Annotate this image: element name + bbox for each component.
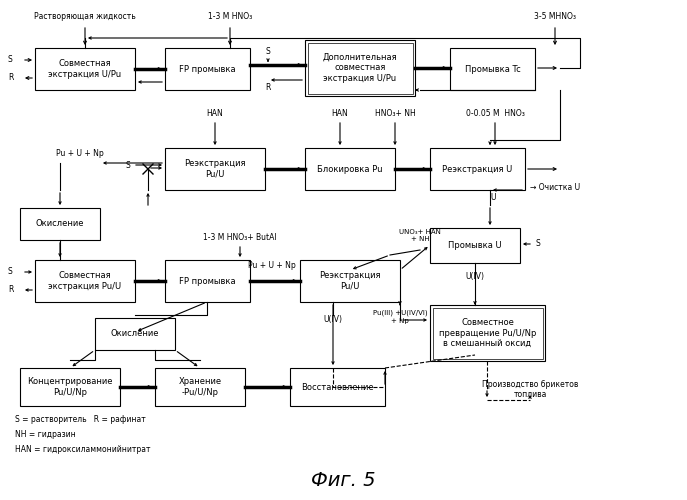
Text: S: S	[8, 56, 13, 64]
Text: HNO₃+ NH: HNO₃+ NH	[374, 109, 416, 118]
Text: HAN = гидроксиламмонийнитрат: HAN = гидроксиламмонийнитрат	[15, 445, 150, 454]
Bar	[165, 148, 265, 190]
Text: S: S	[125, 160, 130, 170]
Text: → Очистка U: → Очистка U	[530, 184, 580, 192]
Bar	[165, 48, 250, 90]
Text: R: R	[8, 74, 13, 82]
Bar	[165, 260, 250, 302]
Text: R: R	[265, 82, 271, 92]
Text: Хранение
-Pu/U/Np: Хранение -Pu/U/Np	[179, 378, 222, 396]
Text: FP промывка: FP промывка	[179, 64, 236, 74]
Bar	[430, 228, 520, 263]
Text: NH = гидразин: NH = гидразин	[15, 430, 76, 439]
Text: 1-3 М HNO₃: 1-3 М HNO₃	[208, 12, 252, 21]
Text: S = растворитель   R = рафинат: S = растворитель R = рафинат	[15, 415, 146, 424]
Text: Pu(III) +U(IV/VI)
+ Np: Pu(III) +U(IV/VI) + Np	[372, 310, 427, 324]
Text: Промывка U: Промывка U	[448, 241, 502, 250]
Bar	[155, 368, 245, 406]
Text: S: S	[535, 240, 540, 248]
Text: Производство брикетов
топлива: Производство брикетов топлива	[482, 380, 578, 400]
Text: U: U	[490, 194, 495, 202]
Text: Окисление: Окисление	[36, 220, 85, 228]
Text: Совместная
экстракция Pu/U: Совместная экстракция Pu/U	[49, 272, 122, 290]
Bar	[430, 148, 525, 190]
Text: Блокировка Pu: Блокировка Pu	[317, 164, 383, 173]
Bar	[305, 40, 415, 96]
Bar	[308, 42, 412, 94]
Bar	[430, 305, 545, 361]
Text: Дополнительная
совместная
экстракция U/Pu: Дополнительная совместная экстракция U/P…	[323, 53, 397, 83]
Bar	[35, 48, 135, 90]
Text: FP промывка: FP промывка	[179, 276, 236, 285]
Bar	[20, 208, 100, 240]
Bar	[305, 148, 395, 190]
Bar	[433, 308, 543, 358]
Text: S: S	[8, 268, 13, 276]
Bar	[35, 260, 135, 302]
Text: R: R	[8, 286, 13, 294]
Bar	[20, 368, 120, 406]
Bar	[300, 260, 400, 302]
Bar	[450, 48, 535, 90]
Text: Фиг. 5: Фиг. 5	[311, 471, 376, 490]
Text: U(IV): U(IV)	[466, 272, 484, 281]
Text: Растворяющая жидкость: Растворяющая жидкость	[34, 12, 136, 21]
Text: Реэкстракция
Pu/U: Реэкстракция Pu/U	[319, 272, 381, 290]
Text: Совместное
превращение Pu/U/Np
в смешанный оксид: Совместное превращение Pu/U/Np в смешанн…	[439, 318, 536, 348]
Text: HAN: HAN	[332, 109, 348, 118]
Text: 3-5 МHNO₃: 3-5 МHNO₃	[534, 12, 576, 21]
Bar	[290, 368, 385, 406]
Text: Восстановление: Восстановление	[301, 382, 374, 392]
Text: 1-3 М HNO₃+ ButAl: 1-3 М HNO₃+ ButAl	[203, 233, 277, 242]
Bar	[95, 318, 175, 350]
Text: Окисление: Окисление	[111, 330, 159, 338]
Text: HAN: HAN	[207, 109, 223, 118]
Text: Совместная
экстракция U/Pu: Совместная экстракция U/Pu	[49, 60, 122, 78]
Text: Промывка Tc: Промывка Tc	[464, 64, 520, 74]
Text: U(IV): U(IV)	[324, 315, 343, 324]
Text: 0-0.05 М  HNO₃: 0-0.05 М HNO₃	[466, 109, 524, 118]
Text: Концентрирование
Pu/U/Np: Концентрирование Pu/U/Np	[27, 378, 113, 396]
Text: Реэкстракция
Pu/U: Реэкстракция Pu/U	[184, 160, 246, 178]
Text: Реэкстракция U: Реэкстракция U	[442, 164, 513, 173]
Text: S: S	[266, 48, 271, 56]
Text: Pu + U + Np: Pu + U + Np	[56, 149, 104, 158]
Text: Pu + U + Np: Pu + U + Np	[248, 261, 296, 270]
Text: UNO₃+ HAN
+ NH: UNO₃+ HAN + NH	[399, 229, 441, 242]
